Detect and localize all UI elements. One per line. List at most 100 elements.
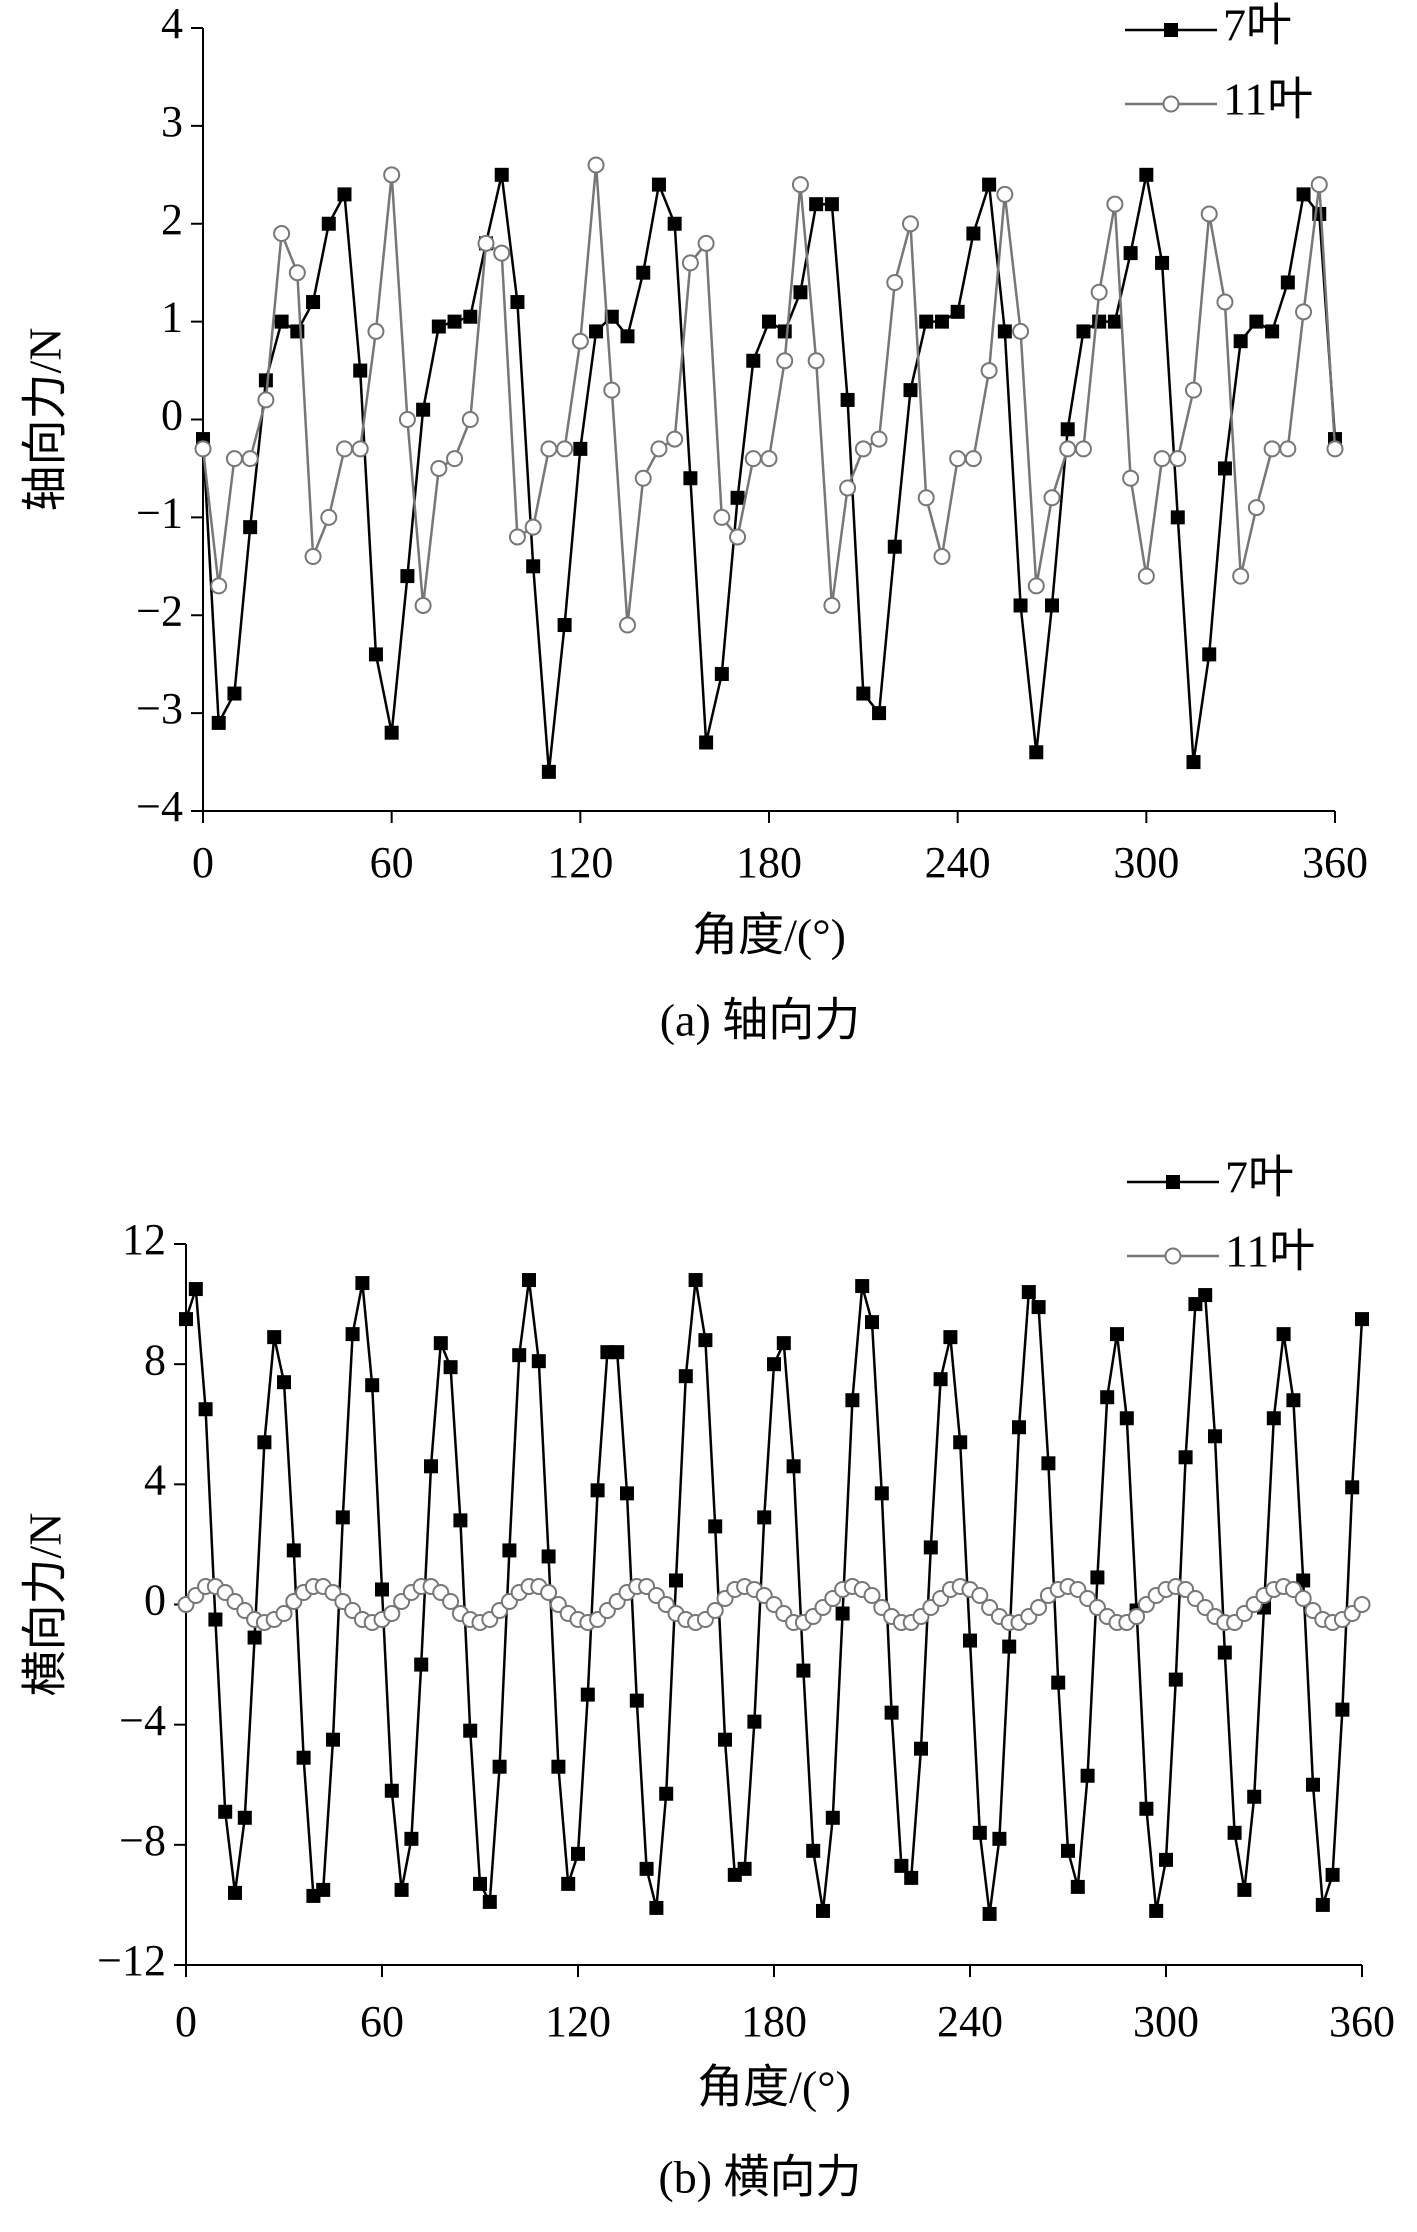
square-marker (306, 295, 321, 310)
square-marker (1249, 314, 1264, 329)
square-marker (1247, 1789, 1262, 1804)
legend-marker (1166, 1175, 1180, 1189)
square-marker (551, 1759, 566, 1774)
x-tick-label: 120 (547, 838, 613, 887)
square-marker (688, 1273, 703, 1288)
square-marker (274, 314, 289, 329)
circle-marker (1247, 499, 1265, 517)
circle-marker (713, 508, 731, 526)
square-marker (1237, 1882, 1252, 1897)
square-marker (557, 618, 572, 633)
square-marker (384, 725, 399, 740)
square-marker (746, 353, 761, 368)
square-marker (667, 216, 682, 231)
square-marker (590, 1483, 605, 1498)
x-tick-label: 300 (1113, 838, 1179, 887)
x-tick-label: 60 (370, 838, 414, 887)
square-marker (894, 1858, 909, 1873)
x-tick-label: 120 (545, 1997, 611, 2046)
square-marker (1080, 1768, 1095, 1783)
square-marker (494, 167, 509, 182)
x-tick-label: 240 (937, 1997, 1003, 2046)
square-marker (737, 1861, 752, 1876)
square-marker (1265, 324, 1280, 339)
circle-marker (1074, 440, 1092, 458)
circle-marker (1090, 283, 1108, 301)
circle-marker (949, 450, 967, 468)
x-tick-label: 300 (1133, 1997, 1199, 2046)
caption: (b) 横向力 (658, 2152, 861, 2203)
square-marker (384, 1783, 399, 1798)
square-marker (1208, 1429, 1222, 1444)
square-marker (316, 1882, 331, 1897)
circle-marker (980, 362, 998, 380)
circle-marker (933, 548, 951, 566)
x-tick-label: 0 (192, 838, 214, 887)
square-marker (365, 1378, 380, 1393)
square-marker (267, 1330, 282, 1345)
x-tick-label: 180 (741, 1997, 807, 2046)
y-tick-label: 1 (161, 293, 183, 342)
square-marker (683, 471, 698, 486)
legend-label: 7叶 (1225, 1152, 1294, 1203)
square-marker (290, 324, 305, 339)
square-marker (678, 1369, 693, 1384)
square-marker (777, 324, 792, 339)
circle-marker (367, 322, 385, 340)
x-axis-label: 角度/(°) (692, 910, 846, 961)
square-marker (211, 715, 226, 730)
square-marker (1021, 1285, 1036, 1300)
square-marker (522, 1273, 536, 1288)
square-marker (620, 1486, 634, 1501)
square-marker (228, 1885, 242, 1900)
square-marker (669, 1573, 683, 1588)
circle-marker (666, 430, 684, 448)
y-tick-label: −3 (136, 684, 183, 733)
y-tick-label: 12 (122, 1215, 166, 1264)
square-marker (296, 1750, 311, 1765)
square-marker (1031, 1300, 1046, 1315)
square-marker (375, 1582, 389, 1597)
square-marker (982, 1906, 997, 1921)
circle-marker (706, 1602, 724, 1620)
circle-marker (1310, 176, 1328, 194)
circle-marker (225, 450, 243, 468)
circle-marker (807, 352, 825, 370)
square-marker (816, 1903, 830, 1918)
square-marker (1170, 510, 1185, 525)
square-marker (963, 1633, 977, 1648)
square-marker (1296, 187, 1311, 202)
circle-marker (1059, 440, 1077, 458)
circle-marker (791, 176, 809, 194)
square-marker (1186, 755, 1201, 770)
square-marker (1198, 1288, 1213, 1303)
circle-marker (1027, 577, 1045, 595)
square-marker (368, 647, 383, 662)
circle-marker (446, 450, 464, 468)
square-marker (1202, 647, 1217, 662)
circle-marker (886, 273, 904, 291)
square-marker (447, 314, 462, 329)
square-marker (904, 1870, 919, 1885)
circle-marker (697, 234, 715, 252)
circle-marker (902, 215, 919, 233)
square-marker (335, 1510, 350, 1525)
square-marker (1092, 314, 1107, 329)
circle-marker (971, 1586, 989, 1604)
square-marker (1266, 1411, 1281, 1426)
caption: (a) 轴向力 (660, 995, 861, 1046)
square-marker (659, 1786, 674, 1801)
circle-marker (304, 548, 322, 566)
square-marker (639, 1861, 654, 1876)
circle-marker (776, 352, 794, 370)
square-marker (856, 686, 871, 701)
x-tick-label: 60 (360, 1997, 404, 2046)
square-marker (1227, 1825, 1242, 1840)
legend-marker (1164, 23, 1178, 37)
square-marker (914, 1741, 928, 1756)
x-axis-label: 角度/(°) (697, 2062, 851, 2113)
x-tick-label: 180 (736, 838, 802, 887)
square-marker (699, 735, 714, 750)
square-marker (1107, 314, 1122, 329)
